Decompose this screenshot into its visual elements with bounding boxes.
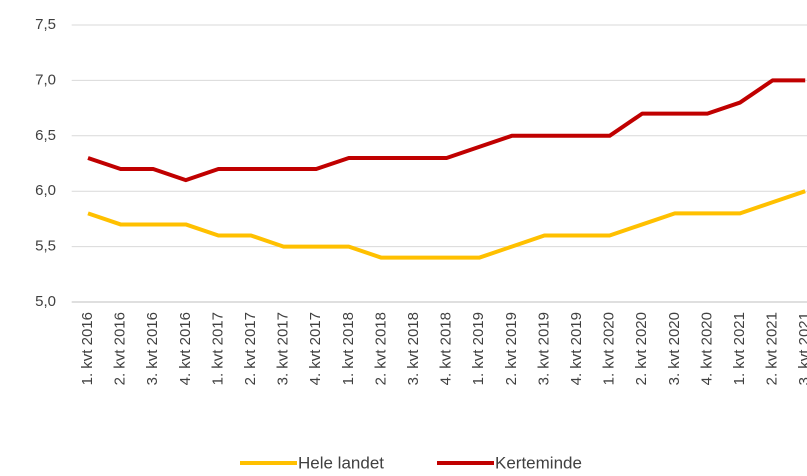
x-tick-label: 4. kvt 2016 bbox=[177, 312, 194, 385]
x-tick-label: 3. kvt 2021 bbox=[796, 312, 807, 385]
x-tick-label: 3. kvt 2020 bbox=[666, 312, 683, 385]
x-tick-label: 4. kvt 2017 bbox=[307, 312, 324, 385]
series-line bbox=[87, 78, 806, 183]
x-tick-label: 3. kvt 2019 bbox=[535, 312, 552, 385]
legend-label: Kerteminde bbox=[495, 453, 582, 472]
x-tick-label: 4. kvt 2019 bbox=[568, 312, 585, 385]
legend: Hele landet Kerteminde bbox=[240, 453, 582, 472]
y-tick-label: 7,5 bbox=[35, 16, 56, 33]
x-tick-label: 2. kvt 2020 bbox=[633, 312, 650, 385]
x-tick-label: 1. kvt 2021 bbox=[731, 312, 748, 385]
x-tick-label: 2. kvt 2017 bbox=[242, 312, 259, 385]
x-tick-label: 2. kvt 2021 bbox=[764, 312, 781, 385]
x-tick-label: 2. kvt 2019 bbox=[503, 312, 520, 385]
x-tick-label: 1. kvt 2017 bbox=[209, 312, 226, 385]
legend-label: Hele landet bbox=[298, 453, 384, 472]
x-tick-label: 3. kvt 2018 bbox=[405, 312, 422, 385]
x-tick-label: 3. kvt 2017 bbox=[275, 312, 292, 385]
x-tick-label: 4. kvt 2018 bbox=[438, 312, 455, 385]
y-tick-label: 6,5 bbox=[35, 127, 56, 144]
x-tick-label: 2. kvt 2016 bbox=[112, 312, 129, 385]
x-tick-label: 2. kvt 2018 bbox=[372, 312, 389, 385]
y-tick-label: 7,0 bbox=[35, 71, 56, 88]
series-line bbox=[87, 189, 806, 260]
x-tick-label: 1. kvt 2019 bbox=[470, 312, 487, 385]
x-tick-label: 1. kvt 2018 bbox=[340, 312, 357, 385]
y-tick-label: 6,0 bbox=[35, 182, 56, 199]
x-tick-label: 3. kvt 2016 bbox=[144, 312, 161, 385]
y-tick-label: 5,0 bbox=[35, 293, 56, 310]
x-tick-label: 4. kvt 2020 bbox=[698, 312, 715, 385]
x-tick-label: 1. kvt 2020 bbox=[601, 312, 618, 385]
y-tick-label: 5,5 bbox=[35, 238, 56, 255]
x-tick-label: 1. kvt 2016 bbox=[79, 312, 96, 385]
